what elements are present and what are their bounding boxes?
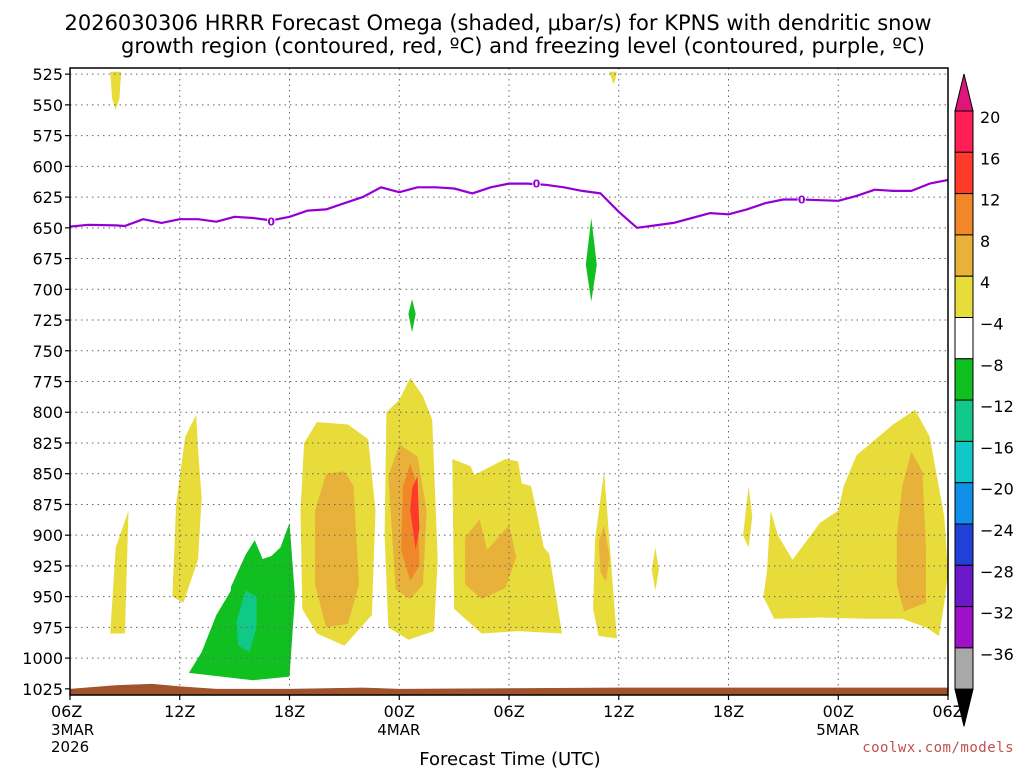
omega-contour-18	[598, 525, 610, 582]
x-tick-year-0: 2026	[51, 738, 89, 756]
y-tick-label-750: 750	[32, 342, 63, 361]
colorbar-swatch-3	[954, 234, 974, 277]
omega-contour-19	[651, 547, 659, 591]
x-tick-label-0: 06Z	[51, 702, 82, 721]
freezing-label-bg-2	[797, 193, 806, 206]
y-tick-label-650: 650	[32, 219, 63, 238]
y-tick-label-850: 850	[32, 465, 63, 484]
omega-contour-4	[110, 510, 129, 634]
x-tick-date-18: 4MAR	[377, 721, 420, 739]
y-tick-label-1000: 1000	[22, 649, 63, 668]
x-tick-label-48: 06Z	[932, 702, 963, 721]
freezing-level-label-1: 0	[533, 178, 541, 191]
y-tick-label-600: 600	[32, 157, 63, 176]
colorbar-bottom-arrow	[954, 688, 974, 727]
y-tick-label-900: 900	[32, 526, 63, 545]
colorbar-label-5: −4	[980, 315, 1004, 334]
colorbar-swatch-9	[954, 482, 974, 525]
colorbar-swatch-1	[954, 151, 974, 195]
omega-contour-22	[896, 451, 926, 612]
colorbar-label-3: 8	[980, 232, 990, 251]
colorbar-swatch-6	[954, 358, 974, 401]
colorbar-swatch-2	[954, 193, 974, 236]
freezing-level-label-0: 0	[267, 216, 275, 229]
colorbar-label-7: −12	[980, 397, 1014, 416]
x-tick-label-36: 18Z	[713, 702, 744, 721]
freezing-label-bg-0	[267, 215, 276, 228]
omega-contour-3	[408, 299, 416, 333]
y-tick-label-1025: 1025	[22, 680, 63, 699]
x-tick-label-12: 18Z	[274, 702, 305, 721]
y-tick-label-575: 575	[32, 127, 63, 146]
colorbar-label-11: −28	[980, 562, 1014, 581]
omega-shading	[110, 71, 948, 681]
colorbar-label-6: −8	[980, 356, 1004, 375]
freezing-level-label-2: 0	[798, 194, 806, 207]
terrain-fill	[70, 683, 948, 695]
freezing-level-layer: 0 0 0	[69, 177, 949, 229]
omega-contour-14	[410, 476, 420, 550]
terrain-layer	[70, 683, 948, 695]
colorbar-swatch-0	[954, 110, 974, 153]
y-tick-label-625: 625	[32, 188, 63, 207]
omega-contour-16	[465, 519, 517, 600]
omega-contour-1	[609, 71, 617, 84]
x-tick-label-30: 12Z	[603, 702, 634, 721]
x-tick-date-0: 3MAR	[51, 721, 94, 739]
chart-title-line-2: growth region (contoured, red, ºC) and f…	[121, 34, 925, 58]
colorbar-label-13: −36	[980, 645, 1014, 664]
colorbar-swatch-5	[954, 317, 974, 360]
colorbar-label-4: 4	[980, 273, 990, 292]
colorbar-swatch-13	[954, 647, 974, 690]
y-tick-label-875: 875	[32, 495, 63, 514]
colorbar-swatch-12	[954, 606, 974, 649]
y-tick-label-950: 950	[32, 588, 63, 607]
x-tick-label-6: 12Z	[164, 702, 195, 721]
x-axis-label: Forecast Time (UTC)	[419, 749, 600, 768]
colorbar-swatch-10	[954, 523, 974, 566]
colorbar-swatch-8	[954, 440, 974, 484]
x-tick-date-42: 5MAR	[816, 721, 859, 739]
omega-contour-10	[315, 471, 359, 628]
y-tick-label-800: 800	[32, 403, 63, 422]
grid-lines	[70, 68, 948, 695]
colorbar-label-12: −32	[980, 604, 1014, 623]
colorbar-swatch-7	[954, 399, 974, 442]
colorbar-label-0: 20	[980, 108, 1000, 127]
y-tick-label-550: 550	[32, 96, 63, 115]
y-tick-label-725: 725	[32, 311, 63, 330]
omega-contour-5	[172, 414, 202, 603]
omega-contour-20	[743, 486, 753, 548]
y-tick-label-675: 675	[32, 250, 63, 269]
x-tick-label-42: 00Z	[823, 702, 854, 721]
colorbar-label-10: −24	[980, 521, 1014, 540]
chart-title-line-1: 2026030306 HRRR Forecast Omega (shaded, …	[64, 11, 931, 35]
colorbar-swatch-4	[954, 275, 974, 319]
colorbar-swatch-11	[954, 564, 974, 608]
y-tick-label-525: 525	[32, 65, 63, 84]
omega-contour-2	[585, 218, 597, 302]
omega-contour-8	[236, 590, 257, 652]
y-tick-label-775: 775	[32, 373, 63, 392]
credit-text: coolwx.com/models	[862, 740, 1014, 756]
colorbar-label-8: −16	[980, 438, 1014, 457]
colorbar-label-1: 16	[980, 149, 1000, 168]
x-tick-label-18: 00Z	[384, 702, 415, 721]
x-tick-label-24: 06Z	[493, 702, 524, 721]
freezing-label-bg-1	[532, 177, 541, 190]
y-tick-label-825: 825	[32, 434, 63, 453]
y-tick-label-700: 700	[32, 280, 63, 299]
pressure-axis: 525 550 575 600 625 650 675 700 725 750 775 800 825 8…	[22, 65, 70, 699]
y-tick-label-925: 925	[32, 557, 63, 576]
colorbar-label-2: 12	[980, 191, 1000, 210]
colorbar-label-9: −20	[980, 480, 1014, 499]
y-tick-label-975: 975	[32, 618, 63, 637]
colorbar: 20 16 12 8 4 −4 −8 −12 −16 −20 −24 −28 −32 −36	[954, 73, 1014, 727]
omega-contour-0	[110, 71, 122, 110]
